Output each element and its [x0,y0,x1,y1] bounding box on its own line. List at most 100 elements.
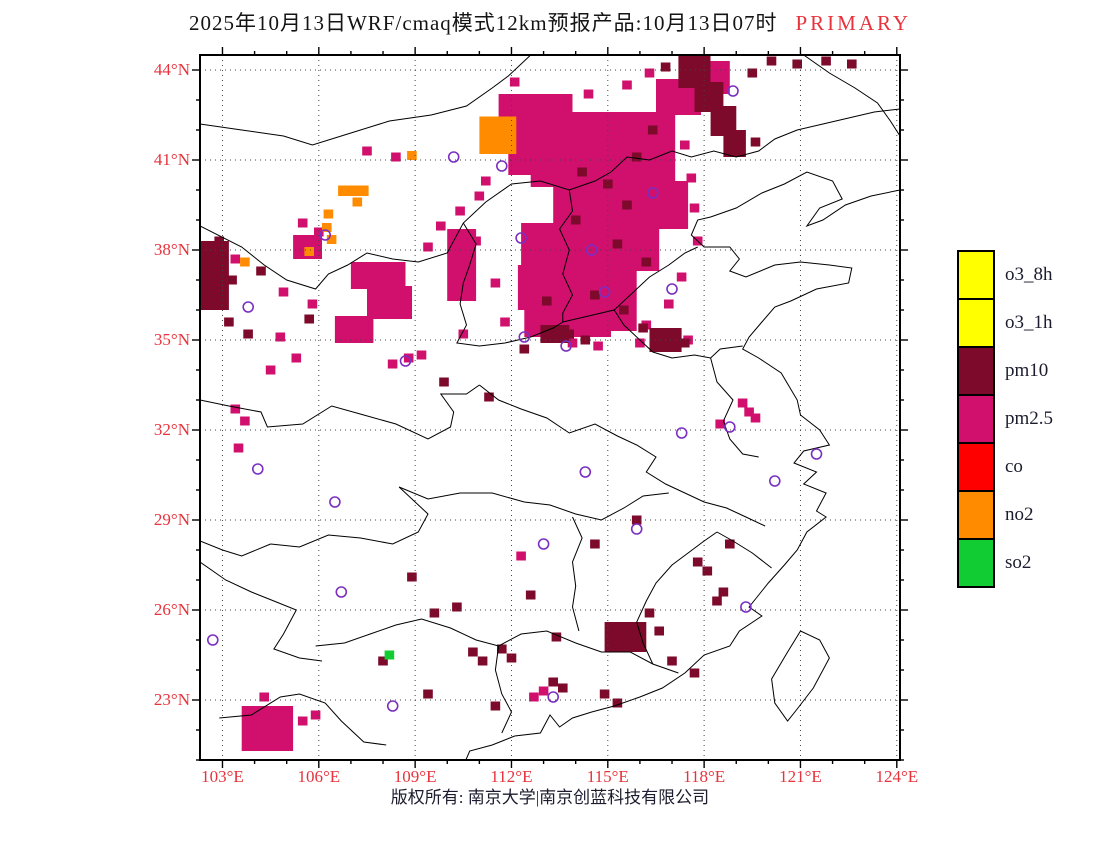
pm10-region [604,622,647,652]
pm10-cell [214,236,224,246]
jiangsu-anhui-line [710,357,759,458]
pm10-cell [641,257,652,267]
pm2.5-cell [474,191,485,201]
shandong-hebei-line [613,246,698,311]
pm2.5-cell [538,686,549,696]
pm10-cell [718,587,729,597]
city-marker [447,151,460,163]
pm10-cell [423,689,433,699]
pm2.5-cell [455,206,465,216]
pm2.5-cell [516,551,526,561]
taiwan-outline [771,630,830,722]
pm2.5-cell [362,146,372,156]
pm2.5-cell [593,341,603,351]
pm2.5-cell [490,278,501,288]
legend-swatch-pm10 [957,346,995,396]
axis-ticks [192,47,908,768]
pm2.5-cell [314,227,324,237]
city-marker [727,85,739,97]
pm2.5-region [447,229,477,301]
city-marker [740,601,752,613]
pm2.5-cell [307,299,318,309]
border-vietnam [219,693,387,746]
pm10-cell [468,647,478,657]
pm2.5-cell [240,416,250,426]
city-marker [598,286,611,298]
pm10-cell [378,656,388,666]
pm2.5-cell [500,317,510,327]
border-north-west [200,55,532,146]
pm2.5-cell [233,443,244,453]
lon-tick-label: 121°E [779,767,822,786]
huai-line [479,384,766,527]
pm2.5-cell [416,350,427,360]
city-marker [675,427,688,439]
pm2.5-region [521,223,660,271]
pm10-cell [227,275,237,285]
pm10-cell [542,296,552,306]
pm2.5-cell [458,329,469,339]
city-marker [537,538,550,550]
no2-cell [352,197,363,207]
pm2.5-cell [622,80,632,90]
pm10-cell [766,56,777,66]
pm10-cell [612,698,623,708]
pm10-cell [484,392,494,402]
pm2.5-cell [737,398,748,408]
pm2.5-cell [387,359,398,369]
pm10-cell [477,656,488,666]
legend-label: no2 [1005,504,1034,525]
legend-item-so2: so2 [957,538,1053,588]
lat-tick-label: 38°N [153,240,190,259]
pm2.5-cell [436,221,446,231]
legend-label: so2 [1005,552,1032,573]
legend-label: o3_8h [1005,264,1053,285]
pm10-cell [612,239,623,249]
legend-label: co [1005,456,1023,477]
city-marker [515,232,527,244]
pm10-cell [622,200,632,210]
city-marker [585,244,598,256]
pm2.5-cell [744,407,754,417]
coastline [465,171,900,760]
pm10-cell [558,683,568,693]
yangtze-line [398,486,669,521]
pm2.5-cell [664,299,674,309]
pm2.5-cell [686,173,697,183]
legend-item-pm25: pm2.5 [957,394,1053,444]
lat-tick-label: 29°N [153,510,190,529]
lu-yu-line [562,309,743,359]
city-marker [547,691,560,703]
lon-tick-label: 103°E [201,767,244,786]
city-marker [768,475,781,487]
city-marker [252,463,264,475]
city-marker [335,586,348,598]
pm10-cell [304,314,314,324]
pm2.5-cell [391,152,401,162]
city-marker [810,448,823,460]
pm10-cell [631,152,642,162]
pm10-cell [490,701,501,711]
pm2.5-region [607,310,637,331]
pm2.5-cell [259,692,269,702]
pm10-cell [821,56,831,66]
legend-item-pm10: pm10 [957,346,1053,396]
lon-tick-label: 118°E [683,767,726,786]
pm10-cell [519,344,530,354]
pm10-cell [702,566,713,576]
legend-swatch-co [957,442,995,492]
pollutant-legend: o3_8h o3_1h pm10 pm2.5 co no2 so2 [957,250,1053,588]
so2-cell [384,650,395,660]
pollutant-cells-layer [200,55,857,751]
taihang-line [559,189,574,322]
pm2.5-cell [680,140,690,150]
lon-tick-label: 115°E [586,767,629,786]
pm10-cell [506,653,517,663]
pollutant-mode-tag: PRIMARY [795,11,912,35]
city-marker [666,283,678,295]
pm2.5-cell [275,332,286,342]
pm10-cell [224,317,234,327]
pm2.5-cell [715,419,725,429]
pm10-cell [792,59,802,69]
no2-cell [407,151,417,160]
